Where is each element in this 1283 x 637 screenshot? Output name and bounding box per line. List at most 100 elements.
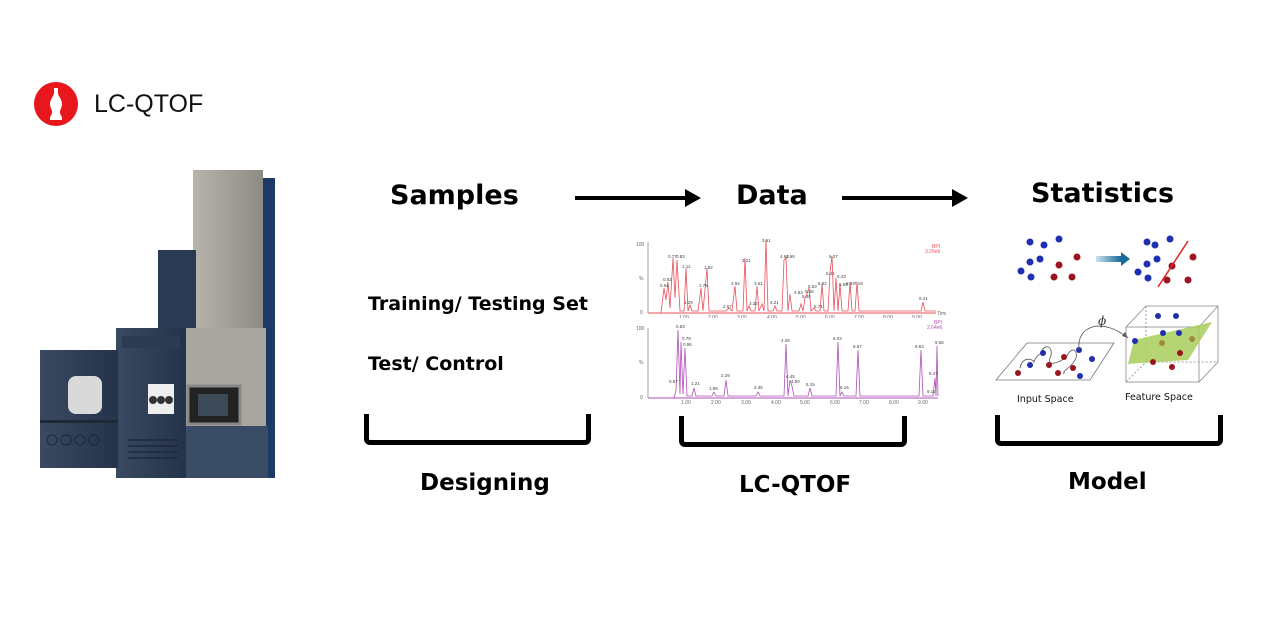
- svg-text:100: 100: [636, 242, 645, 248]
- svg-text:4.63: 4.63: [780, 254, 789, 259]
- svg-text:5.40: 5.40: [802, 294, 811, 299]
- svg-text:3.00: 3.00: [741, 400, 751, 404]
- svg-text:2.29: 2.29: [721, 373, 730, 378]
- svg-text:2.64e6: 2.64e6: [927, 325, 943, 331]
- svg-text:1.76: 1.76: [699, 283, 708, 288]
- svg-text:0.54: 0.54: [660, 283, 669, 288]
- svg-text:1.11: 1.11: [682, 264, 691, 269]
- svg-text:1.00: 1.00: [681, 400, 691, 404]
- svg-text:2.67: 2.67: [723, 304, 732, 309]
- svg-text:%: %: [639, 360, 644, 366]
- svg-text:0: 0: [640, 310, 643, 316]
- svg-text:6.16: 6.16: [840, 385, 849, 390]
- model-label: Model: [1068, 469, 1147, 495]
- svg-text:3.26e6: 3.26e6: [925, 249, 941, 255]
- svg-text:6.67: 6.67: [853, 344, 862, 349]
- svg-text:9.00: 9.00: [918, 400, 928, 404]
- page-title: LC-QTOF: [94, 89, 204, 118]
- test-control-label: Test/ Control: [368, 353, 504, 375]
- svg-text:5.92: 5.92: [818, 281, 827, 286]
- svg-text:6.27: 6.27: [829, 254, 838, 259]
- svg-text:7.00: 7.00: [854, 315, 864, 318]
- svg-text:4.83: 4.83: [794, 290, 803, 295]
- svg-text:9.41: 9.41: [919, 296, 928, 301]
- svg-text:5.53: 5.53: [808, 284, 817, 289]
- training-testing-set-label: Training/ Testing Set: [368, 293, 588, 315]
- svg-text:5.15: 5.15: [806, 382, 815, 387]
- svg-text:6.00: 6.00: [830, 400, 840, 404]
- svg-text:6.03: 6.03: [833, 336, 842, 341]
- bracket-lc-qtof: [679, 416, 907, 447]
- svg-text:0.83: 0.83: [676, 254, 685, 259]
- svg-text:BPI: BPI: [932, 244, 940, 250]
- svg-text:3.00: 3.00: [737, 315, 747, 318]
- svg-text:2.00: 2.00: [711, 400, 721, 404]
- svg-text:3.35: 3.35: [754, 385, 763, 390]
- svg-text:4.21: 4.21: [770, 300, 779, 305]
- coca-cola-bottle-icon: [34, 82, 78, 126]
- svg-text:ϕ: ϕ: [1098, 314, 1106, 328]
- svg-text:5.00: 5.00: [796, 315, 806, 318]
- svg-text:9.56: 9.56: [935, 340, 944, 345]
- right-arrow-icon: [575, 189, 701, 207]
- svg-text:%: %: [639, 276, 644, 282]
- svg-text:0.57: 0.57: [669, 379, 678, 384]
- svg-text:Time: Time: [937, 311, 946, 317]
- header: LC-QTOF: [34, 82, 203, 126]
- svg-text:6.21: 6.21: [826, 271, 835, 276]
- svg-text:9.47: 9.47: [929, 371, 938, 376]
- svg-text:3.32: 3.32: [749, 301, 758, 306]
- svg-text:5.46: 5.46: [805, 289, 814, 294]
- svg-text:8.63: 8.63: [915, 344, 924, 349]
- svg-text:1.21: 1.21: [691, 381, 700, 386]
- svg-text:0.62: 0.62: [663, 277, 672, 282]
- svg-text:6.94: 6.94: [846, 281, 855, 286]
- svg-text:1.92: 1.92: [704, 265, 713, 270]
- svg-text:1.29: 1.29: [684, 300, 693, 305]
- right-arrow-icon: [842, 189, 968, 207]
- svg-text:2.94: 2.94: [731, 281, 740, 286]
- lc-qtof-instrument-image: [38, 168, 278, 488]
- svg-text:0.79: 0.79: [682, 336, 691, 341]
- svg-text:100: 100: [636, 326, 645, 332]
- svg-text:0.63: 0.63: [676, 324, 685, 329]
- svg-text:4.00: 4.00: [771, 400, 781, 404]
- svg-text:8.00: 8.00: [883, 315, 893, 318]
- svg-text:BPI: BPI: [934, 320, 942, 326]
- svg-text:6.00: 6.00: [825, 315, 835, 318]
- svg-text:3.51: 3.51: [762, 238, 771, 243]
- svg-text:9.00: 9.00: [912, 315, 922, 318]
- svg-text:0: 0: [640, 395, 643, 401]
- step-statistics: Statistics: [1031, 178, 1175, 209]
- step-samples: Samples: [390, 180, 519, 211]
- feature-space-label: Feature Space: [1125, 392, 1193, 403]
- svg-text:2.00: 2.00: [708, 315, 718, 318]
- svg-text:9.11: 9.11: [927, 389, 936, 394]
- svg-text:4.45: 4.45: [786, 374, 795, 379]
- svg-text:6.59: 6.59: [839, 282, 848, 287]
- svg-text:0.77: 0.77: [668, 254, 677, 259]
- step-data: Data: [736, 180, 808, 211]
- bracket-model: [995, 415, 1223, 446]
- bracket-designing: [364, 414, 591, 445]
- svg-text:4.00: 4.00: [767, 315, 777, 318]
- svg-text:5.71: 5.71: [814, 304, 823, 309]
- svg-text:3.61: 3.61: [754, 281, 763, 286]
- chromatogram-bottom: 100 0% BPI 2.64e6 1.00 2.00 3.00 4.00 5.00 6.00…: [636, 320, 946, 404]
- svg-text:4.68: 4.68: [786, 254, 795, 259]
- svg-text:8.00: 8.00: [889, 400, 899, 404]
- svg-text:7.19: 7.19: [854, 281, 863, 286]
- input-space-label: Input Space: [1017, 394, 1074, 405]
- svg-text:6.43: 6.43: [837, 274, 846, 279]
- svg-text:4.28: 4.28: [781, 338, 790, 343]
- svg-text:0.96: 0.96: [683, 342, 692, 347]
- svg-text:1.89: 1.89: [709, 386, 718, 391]
- svg-text:3.21: 3.21: [742, 258, 751, 263]
- svg-text:1.00: 1.00: [679, 315, 689, 318]
- designing-label: Designing: [420, 470, 550, 496]
- svg-text:5.00: 5.00: [800, 400, 810, 404]
- statistics-illustration: ϕ Input Space Feature Space: [992, 232, 1224, 412]
- lc-qtof-label: LC-QTOF: [739, 472, 852, 498]
- svg-text:7.00: 7.00: [859, 400, 869, 404]
